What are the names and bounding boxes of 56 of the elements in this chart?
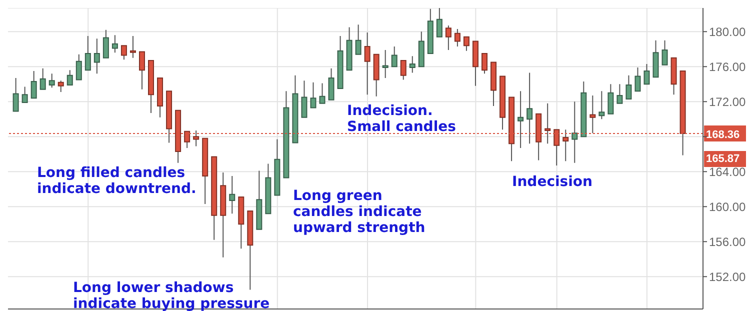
candlestick [626,74,632,100]
annotation: Long filled candles indicate downtrend. [37,165,196,197]
candlestick [662,40,668,66]
candlestick [310,82,316,108]
y-tick-label: 164.00 [709,164,746,179]
candlestick [328,68,334,100]
ref-line-label: 168.36 [706,128,740,141]
annotation: Long lower shadows indicate buying pressure [73,280,270,311]
candlestick [22,86,28,103]
candlestick [445,25,452,50]
text: 165.87 [704,151,746,167]
candlestick [40,68,46,90]
candlestick [76,54,82,80]
y-tick-label: 172.00 [709,94,746,109]
candlestick [229,176,236,214]
candlestick [138,51,145,90]
annotation: Indecision [512,174,593,190]
candlestick [319,82,326,104]
candlestick [120,45,127,60]
candlestick [58,80,64,92]
candlestick [112,34,118,54]
candlestick [400,60,406,80]
candlestick [301,80,308,118]
candlestick [598,90,605,120]
candlestick [608,84,614,114]
candlestick [590,95,596,134]
annotation: Indecision. Small candles [347,103,456,135]
candlestick [130,36,136,58]
y-tick-label: 156.00 [709,234,746,249]
candlestick [48,73,55,88]
candlestick [84,36,91,71]
y-tick-label: 180.00 [709,24,746,39]
y-tick-label: 152.00 [709,270,746,284]
candlestick [616,84,623,104]
candlestick [364,32,370,96]
candlestick [463,36,470,52]
candlestick [12,78,19,112]
y-tick-label: 160.00 [709,200,746,214]
annotation: Long green candles indicate upward strength [293,188,426,236]
candlestick [409,56,416,74]
candlestick [66,70,73,86]
candlestick [572,101,578,164]
candlestick [518,90,524,148]
candlestick [634,67,641,92]
candlestick [644,64,650,85]
candlestick [355,24,362,55]
candlestick [454,28,460,47]
candlestick [382,50,388,78]
candlestick [436,8,442,38]
candlestick [526,72,533,144]
candlestick [481,53,488,74]
candlestick [94,38,100,74]
candlestick [102,29,109,58]
candlestick [30,70,37,99]
candlestick [391,46,398,68]
y-tick-label: 176.00 [709,60,746,74]
